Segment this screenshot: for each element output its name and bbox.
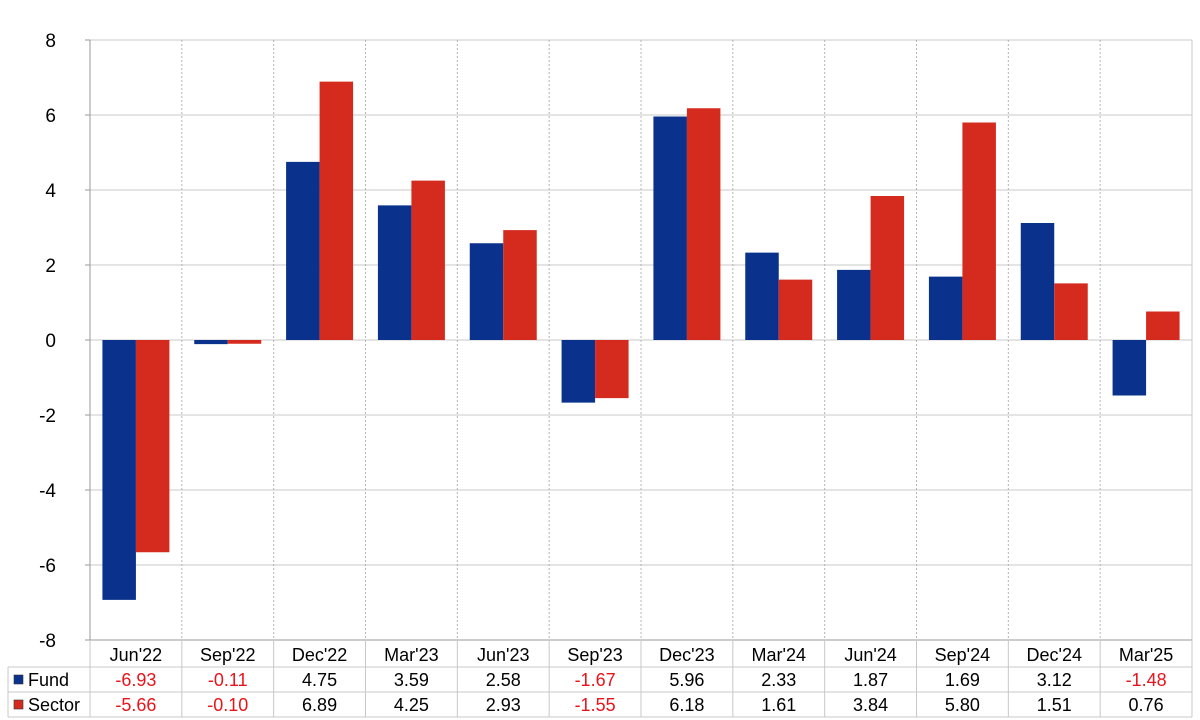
table-cell-value: -1.67 xyxy=(575,670,616,690)
category-label: Jun'23 xyxy=(477,645,529,665)
y-tick-label: -2 xyxy=(39,406,56,427)
table-cell-value: 1.69 xyxy=(945,670,980,690)
table-cell-value: 2.93 xyxy=(486,695,521,715)
category-label: Sep'22 xyxy=(200,645,256,665)
bar-fund xyxy=(561,340,596,403)
y-tick-label: 4 xyxy=(45,181,56,202)
y-tick-label: 0 xyxy=(45,331,56,352)
bar-fund xyxy=(653,116,687,340)
table-cell-value: 2.33 xyxy=(761,670,796,690)
table-cell-value: -6.93 xyxy=(115,670,156,690)
y-tick-label: -4 xyxy=(39,481,56,502)
y-tick-label: -8 xyxy=(39,631,56,652)
table-cell-value: 2.58 xyxy=(486,670,521,690)
bar-sector xyxy=(686,108,721,340)
table-cell-value: 3.84 xyxy=(853,695,888,715)
bar-sector xyxy=(411,180,445,340)
y-tick-label: 2 xyxy=(45,256,56,277)
bar-sector xyxy=(135,340,170,553)
table-cell-value: 1.87 xyxy=(853,670,888,690)
bar-sector xyxy=(319,81,354,340)
bar-fund xyxy=(1112,340,1147,396)
category-label: Mar'23 xyxy=(384,645,438,665)
category-label: Sep'24 xyxy=(935,645,991,665)
table-cell-value: 0.76 xyxy=(1129,695,1164,715)
table-cell-value: 5.96 xyxy=(669,670,704,690)
table-cell-value: -0.11 xyxy=(208,670,248,690)
category-label: Sep'23 xyxy=(567,645,623,665)
y-tick-label: -6 xyxy=(39,556,56,577)
bar-fund xyxy=(469,243,504,340)
table-cell-value: 3.59 xyxy=(394,670,429,690)
legend-swatch-fund xyxy=(13,674,24,685)
bar-sector xyxy=(595,340,629,399)
table-cell-value: 4.75 xyxy=(302,670,337,690)
table-cell-value: -1.48 xyxy=(1126,670,1167,690)
category-label: Mar'25 xyxy=(1119,645,1173,665)
table-cell-value: 6.89 xyxy=(302,695,337,715)
table-cell-value: 6.18 xyxy=(669,695,704,715)
table-cell-value: 3.12 xyxy=(1037,670,1072,690)
category-label: Dec'24 xyxy=(1027,645,1082,665)
table-cell-value: 4.25 xyxy=(394,695,429,715)
bar-fund xyxy=(928,276,963,340)
bar-fund xyxy=(745,252,779,340)
table-cell-value: 5.80 xyxy=(945,695,980,715)
category-label: Mar'24 xyxy=(752,645,806,665)
legend-label-fund: Fund xyxy=(28,670,69,690)
bar-fund xyxy=(1020,223,1055,340)
category-label: Jun'24 xyxy=(844,645,896,665)
bar-sector xyxy=(227,340,262,344)
legend-swatch-sector xyxy=(13,699,24,710)
bar-fund xyxy=(194,340,228,345)
bar-sector xyxy=(870,196,905,340)
bar-fund xyxy=(102,340,136,600)
bar-sector xyxy=(962,122,996,340)
bar-fund xyxy=(377,205,412,340)
category-label: Dec'23 xyxy=(659,645,714,665)
y-tick-label: 6 xyxy=(45,106,56,127)
table-cell-value: -5.66 xyxy=(115,695,156,715)
y-tick-label: 8 xyxy=(45,31,56,52)
legend-label-sector: Sector xyxy=(28,695,80,715)
bar-sector xyxy=(778,279,813,340)
category-label: Jun'22 xyxy=(110,645,162,665)
table-cell-value: -0.10 xyxy=(207,695,248,715)
table-cell-value: 1.61 xyxy=(761,695,796,715)
table-cell-value: -1.55 xyxy=(575,695,616,715)
table-cell-value: 1.51 xyxy=(1037,695,1072,715)
bar-sector xyxy=(503,230,537,340)
bar-fund xyxy=(837,269,871,340)
category-label: Dec'22 xyxy=(292,645,347,665)
bar-fund xyxy=(286,161,320,340)
bar-sector xyxy=(1146,311,1180,340)
bar-sector xyxy=(1054,283,1088,340)
